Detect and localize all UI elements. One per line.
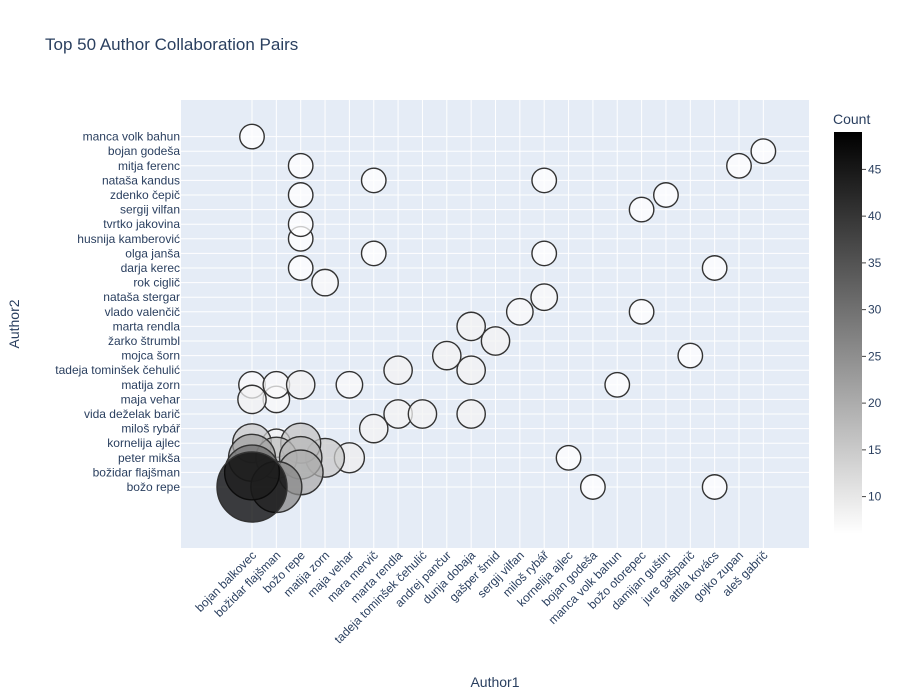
y-tick-label: darja kerec	[121, 261, 180, 275]
bubble-marta-rendla-tadeja-tominsek-cehulic	[383, 355, 413, 386]
bubble-milos-rybar-olga-jansa	[531, 240, 558, 267]
y-tick-label: sergij vilfan	[120, 203, 180, 217]
bubble-ales-gabric-bojan-godesa	[750, 138, 777, 165]
bubble-maja-vehar-matija-zorn	[335, 370, 364, 399]
bubble-kornelija-ajlec-peter-miksa	[555, 444, 582, 471]
y-tick-label: bojan godeša	[108, 144, 180, 158]
y-tick-label: mitja ferenc	[118, 159, 180, 173]
bubble-bozo-otorepec-vlado-valencic	[628, 298, 655, 325]
y-tick-label: maja vehar	[121, 392, 180, 406]
bubble-milos-rybar-natasa-kandus	[531, 167, 558, 194]
bubble-attila-kovacs-bozo-repe	[701, 474, 728, 500]
bubble-sergij-vilfan-vlado-valencic	[505, 297, 534, 326]
y-axis-title: Author2	[6, 299, 22, 348]
colorbar-tick-label: 10	[868, 490, 882, 504]
colorbar-ticks: 10 15 20 25 30 35 40 45	[862, 162, 882, 504]
bubble-bojan-godesa-bozo-repe	[579, 474, 606, 500]
colorbar-tick-label: 20	[868, 396, 882, 410]
bubble-attila-kovacs-darja-kerec	[701, 255, 728, 281]
bubble-bozo-repe-tvrtko-jakovina	[287, 211, 314, 238]
bubble-bozo-repe-matija-zorn	[285, 369, 316, 400]
x-axis-title: Author1	[470, 674, 519, 690]
colorbar	[834, 132, 862, 534]
bubble-dunja-dobaja-marta-rendla	[456, 311, 486, 342]
y-tick-label: matija zorn	[121, 378, 180, 392]
y-tick-label: peter mikša	[118, 451, 180, 465]
y-tick-label: mojca šorn	[121, 349, 180, 363]
bubble-bozo-repe-mitja-ferenc	[287, 152, 314, 179]
bubble-mara-mervic-milos-rybar	[358, 413, 389, 444]
bubble-bozo-repe-darja-kerec	[287, 255, 314, 281]
bubble-milos-rybar-natasa-stergar	[530, 283, 559, 312]
y-tick-label: nataša kandus	[102, 173, 180, 187]
y-tick-label: žarko štrumbl	[108, 334, 180, 348]
colorbar-tick-label: 45	[868, 162, 882, 176]
colorbar-tick-label: 40	[868, 209, 882, 223]
colorbar-tick-label: 35	[868, 256, 882, 270]
y-tick-label: marta rendla	[113, 319, 181, 333]
bubble-matija-zorn-rok-ciglic	[311, 268, 339, 297]
bubble-andrej-pancur-mojca-sorn	[431, 340, 462, 371]
bubbles	[216, 123, 777, 523]
bubble-dunja-dobaja-tadeja-tominsek-cehulic	[456, 355, 486, 386]
bubble-gojko-zupan-mitja-ferenc	[726, 152, 752, 179]
colorbar-tick-label: 15	[868, 443, 882, 457]
bubble-bojan-balkovec-maja-vehar	[237, 384, 267, 415]
y-tick-label: kornelija ajlec	[107, 436, 180, 450]
bubble-gasper-smid-zarko-strumbl	[480, 326, 511, 356]
y-tick-label: rok ciglič	[133, 276, 180, 290]
bubble-mara-mervic-olga-jansa	[360, 240, 387, 267]
y-tick-label: miloš rybář	[121, 422, 181, 436]
bubble-bozidar-flajsman-matija-zorn	[262, 370, 291, 399]
colorbar-title: Count	[833, 111, 870, 127]
bubble-damijan-gustin-zdenko-cepic	[653, 182, 679, 208]
bubble-bojan-balkovec-bozo-repe	[216, 451, 288, 523]
y-tick-label: olga janša	[125, 246, 180, 260]
y-tick-label: tadeja tominšek čehulić	[55, 363, 180, 377]
y-tick-label: husnija kamberović	[77, 232, 180, 246]
bubble-dunja-dobaja-vida-dezelak-baric	[456, 399, 486, 429]
colorbar-tick-label: 30	[868, 303, 882, 317]
bubble-jure-gasparic-mojca-sorn	[677, 342, 704, 369]
bubble-bozo-otorepec-sergij-vilfan	[628, 196, 655, 223]
bubble-bojan-balkovec-manca-volk-bahun	[239, 123, 265, 150]
y-tick-label: zdenko čepič	[110, 188, 180, 202]
y-tick-label: manca volk bahun	[83, 130, 180, 144]
chart-title: Top 50 Author Collaboration Pairs	[45, 35, 298, 54]
bubble-tadeja-tominsek-cehulic-vida-dezelak-baric	[407, 399, 438, 429]
y-tick-label: nataša stergar	[103, 290, 180, 304]
y-tick-label: vlado valenčič	[105, 305, 180, 319]
bubble-manca-volk-bahun-matija-zorn	[604, 371, 631, 398]
colorbar-tick-label: 25	[868, 349, 882, 363]
y-tick-label: božidar flajšman	[93, 465, 180, 479]
y-tick-label: božo repe	[127, 480, 181, 494]
bubble-bozo-repe-zdenko-cepic	[287, 182, 314, 208]
bubble-mara-mervic-natasa-kandus	[360, 167, 387, 194]
y-tick-label: tvrtko jakovina	[103, 217, 180, 231]
y-tick-label: vida deželak barič	[84, 407, 180, 421]
